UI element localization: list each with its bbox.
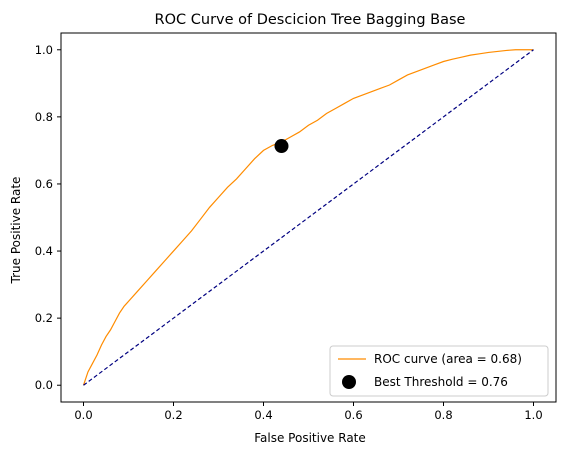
y-tick-label: 0.2 [35,311,53,325]
x-tick-label: 1.0 [524,408,542,422]
x-tick-label: 0.6 [344,408,362,422]
y-axis-label: True Positive Rate [9,177,23,285]
y-tick-label: 1.0 [35,43,53,57]
legend-marker-swatch [342,375,356,389]
x-tick-label: 0.8 [434,408,452,422]
y-tick-label: 0.0 [35,378,53,392]
axis-ticks: 0.0 0.2 0.4 0.6 0.8 1.0 0.0 0.2 0.4 0.6 0.8 1.0 [35,43,543,422]
x-tick-label: 0.0 [74,408,92,422]
y-tick-label: 0.4 [35,244,53,258]
y-tick-label: 0.8 [35,110,53,124]
legend-label: Best Threshold = 0.76 [374,375,508,389]
legend: ROC curve (area = 0.68) Best Threshold = … [329,345,549,397]
chart-title: ROC Curve of Descicion Tree Bagging Base [155,12,466,28]
y-tick-label: 0.6 [35,177,53,191]
legend-label: ROC curve (area = 0.68) [374,352,522,366]
diagonal-reference-line [83,49,534,386]
best-threshold-marker [274,139,289,154]
x-tick-label: 0.2 [164,408,182,422]
plot-frame [60,32,557,403]
x-tick-label: 0.4 [254,408,272,422]
legend-box [329,345,549,397]
plot-content [82,49,534,386]
x-axis-label: False Positive Rate [254,431,366,445]
roc-curve-line [82,49,534,386]
